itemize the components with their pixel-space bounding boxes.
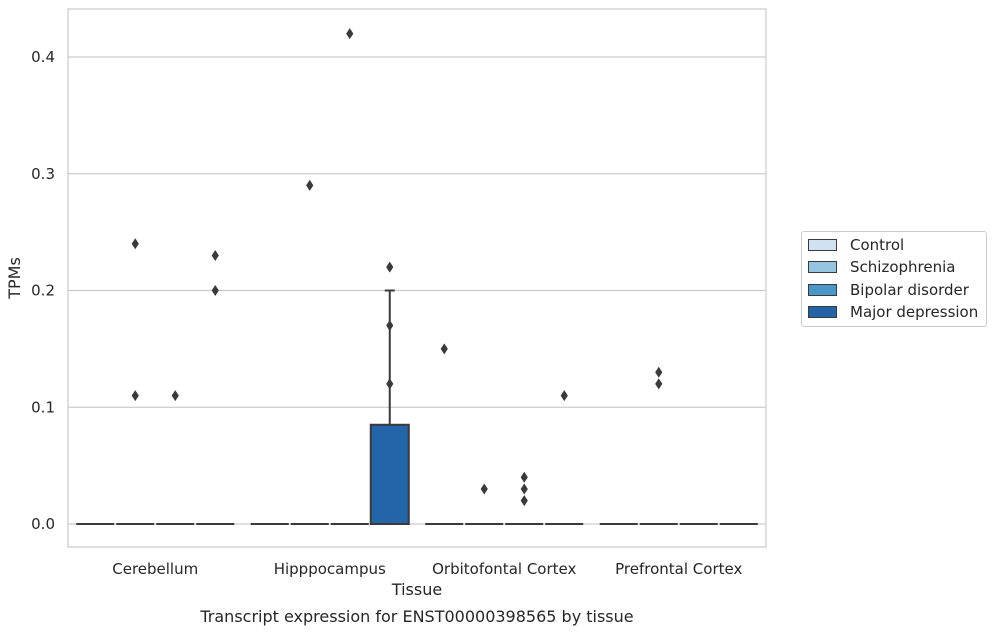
outlier-point [655, 378, 663, 390]
outlier-point [386, 320, 394, 332]
legend-label-bipolar-disorder: Bipolar disorder [850, 281, 969, 299]
boxes-layer [76, 289, 758, 526]
outlier-point [211, 285, 219, 296]
y-tick-label: 0.4 [31, 48, 55, 66]
grid-layer [68, 56, 766, 525]
y-tick-label: 0.3 [31, 165, 55, 183]
x-tick-label: Orbitofontal Cortex [432, 560, 576, 578]
outlier-point [440, 343, 448, 355]
x-tick-label: Prefrontal Cortex [615, 560, 742, 578]
legend-swatch-control [808, 239, 837, 251]
legend-item-control: Control [808, 236, 905, 254]
outlier-point [520, 495, 528, 507]
outlier-point [386, 261, 394, 273]
outlier-point [520, 483, 528, 495]
y-axis-label: TPMs [5, 257, 24, 300]
x-axis-label: Tissue [391, 580, 442, 599]
legend-swatch-major-depression [808, 306, 837, 318]
outlier-point [131, 238, 139, 250]
x-tick-labels: Cerebellum Hipppocampus Orbitofontal Corte… [112, 560, 742, 578]
outlier-point [560, 390, 568, 402]
outlier-point [131, 390, 139, 402]
outlier-point [346, 28, 354, 40]
x-tick-label: Cerebellum [112, 560, 198, 578]
box [369, 423, 410, 526]
plot-frame [67, 8, 767, 548]
outlier-point [211, 249, 219, 261]
legend-item-bipolar-disorder: Bipolar disorder [808, 281, 969, 299]
outlier-point [520, 471, 528, 483]
legend-item-major-depression: Major depression [808, 303, 979, 321]
legend-item-schizophrenia: Schizophrenia [808, 258, 956, 276]
y-tick-label: 0.1 [31, 398, 55, 416]
y-tick-label: 0.2 [31, 282, 55, 300]
legend: Control Schizophrenia Bipolar disorder M… [801, 231, 987, 327]
legend-label-control: Control [850, 236, 905, 254]
outlier-point [480, 483, 488, 495]
chart-title: Transcript expression for ENST0000039856… [199, 607, 633, 626]
outliers-layer [131, 28, 663, 507]
y-tick-labels: 0.0 0.1 0.2 0.3 0.4 [31, 48, 55, 533]
legend-label-schizophrenia: Schizophrenia [850, 258, 956, 276]
y-tick-label: 0.0 [31, 515, 55, 533]
outlier-point [171, 390, 179, 402]
legend-swatch-schizophrenia [808, 261, 837, 273]
legend-label-major-depression: Major depression [850, 303, 979, 321]
legend-swatch-bipolar-disorder [808, 284, 837, 296]
outlier-point [386, 378, 394, 390]
outlier-point [655, 366, 663, 378]
x-tick-label: Hipppocampus [274, 560, 386, 578]
outlier-point [306, 179, 314, 191]
